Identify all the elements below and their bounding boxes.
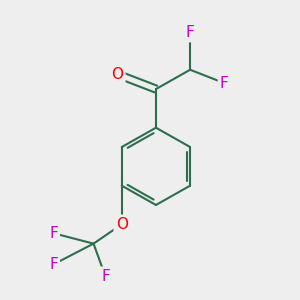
Text: O: O	[111, 67, 123, 82]
Text: O: O	[116, 217, 128, 232]
Text: F: F	[49, 226, 58, 241]
Text: F: F	[49, 257, 58, 272]
Text: F: F	[186, 25, 194, 40]
Text: F: F	[220, 76, 229, 91]
Text: F: F	[101, 269, 110, 284]
